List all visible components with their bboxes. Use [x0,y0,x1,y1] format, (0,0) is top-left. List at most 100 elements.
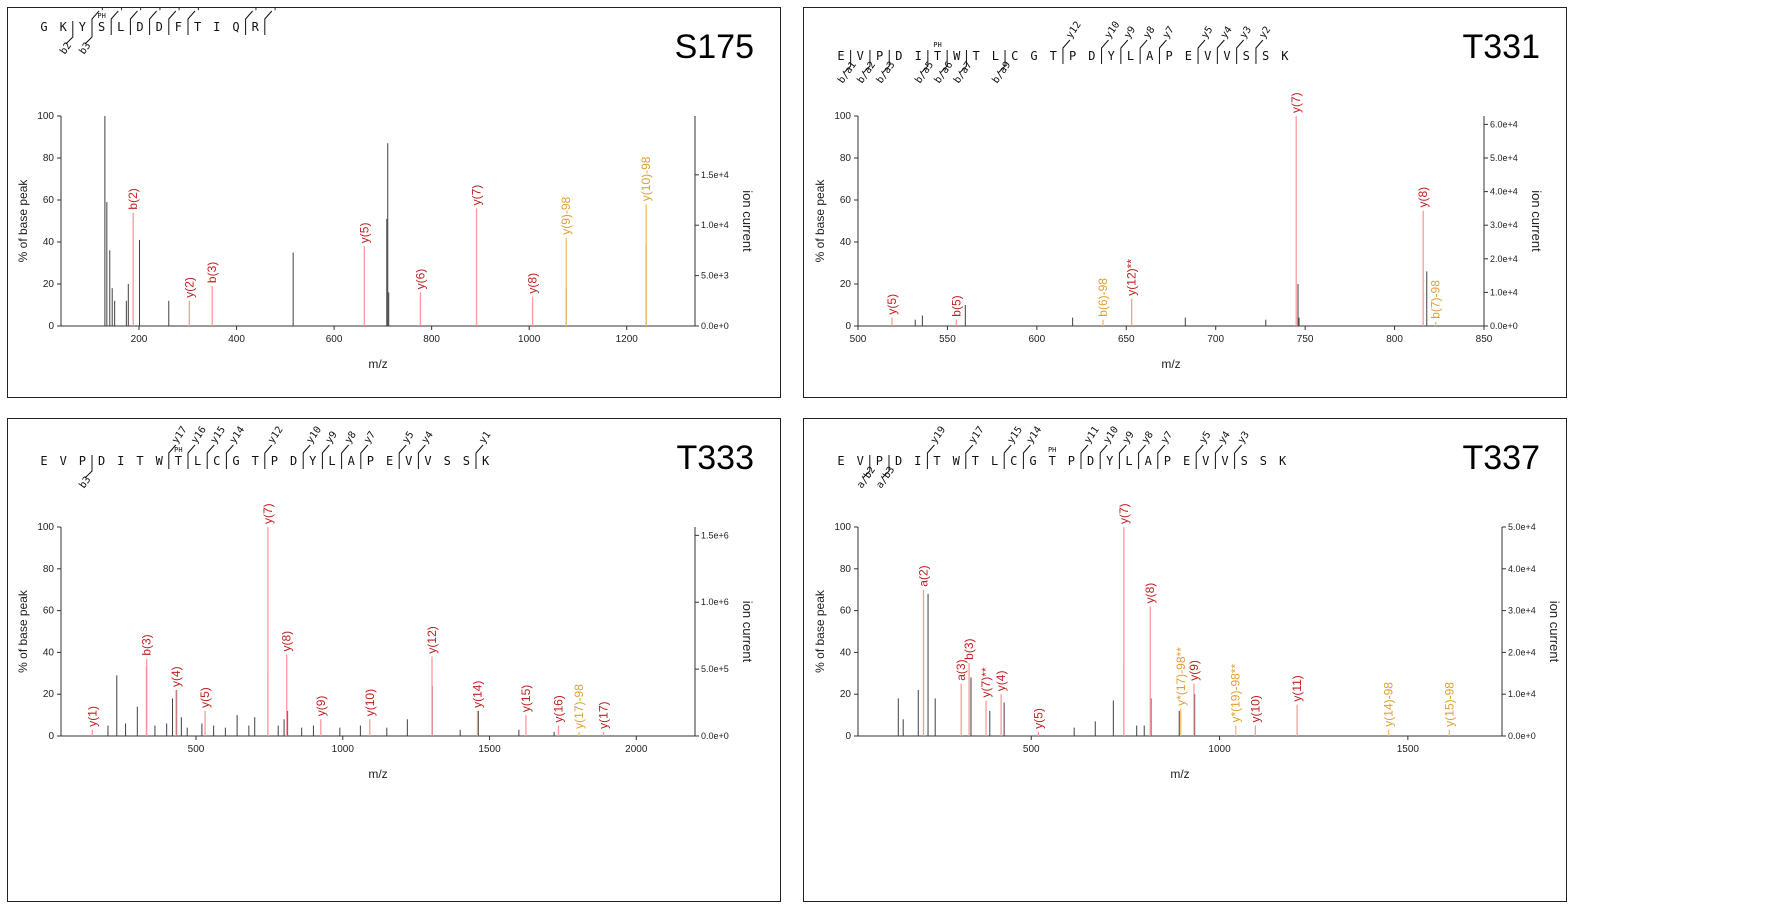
residue-label: T [934,49,941,63]
y-tick-label: 80 [43,153,55,164]
residue-label: D [895,49,902,63]
b-ion-bracket [939,50,948,74]
x-axis-label: m/z [1161,357,1180,371]
residue-label: T [252,454,259,468]
residue-label: E [837,454,844,468]
residue-label: I [915,49,922,63]
peaks: y(5) b(5) y(12)** y(7) y(8) b(6)-98 b(7)-98 [885,92,1443,326]
residue-label: G [40,20,47,34]
x-tick-label: 650 [1118,334,1135,345]
y-ion-label: y15 [1006,425,1025,446]
y-ion-label: y14 [1025,425,1044,446]
b-ion-bracket [843,50,852,74]
residue-label: P [1164,454,1171,468]
y-ion-bracket [168,10,177,35]
y-axis-label: % of base peak [813,179,827,263]
residue-label: V [424,454,431,468]
peak-label: y(7) [1117,503,1131,524]
y-ion-bracket [1139,39,1148,64]
y-ion-bracket [187,444,196,469]
peak-label: y(7)** [979,667,993,697]
x-tick-label: 800 [423,334,440,345]
x-tick-label: 550 [939,334,956,345]
axes: 0 20 40 60 80 100 500 550 600 650 700 750 800 850 0.0e… [813,111,1544,371]
right-tick-label: 1.0e+4 [1490,287,1518,297]
residue-label: G [1029,454,1036,468]
spectrum-panel-t333: T333 E V P D I T W T L C G T P D Y L A P E V V S S K PH y17 y16 y15… [7,418,781,902]
y-ion-label: y3 [1238,25,1254,41]
residue-label: L [992,49,999,63]
peak-label: y(10) [363,689,377,716]
y-ion-bracket [1214,444,1223,469]
y-ion-bracket [1062,39,1071,64]
x-tick-label: 700 [1207,334,1224,345]
y-ion-label: y7 [151,8,167,12]
residue-label: V [1202,454,1209,468]
residue-label: L [1127,49,1134,63]
b-ion-bracket [84,455,93,479]
y-ion-label: y11 [1082,425,1101,446]
residue-label: T [972,49,979,63]
y-ion-label: y17 [170,425,189,446]
y-ion-label: y9 [324,430,340,446]
y-tick-label: 80 [840,564,852,575]
b-ion-label: b/a1 [836,60,859,86]
residue-label: S [98,20,105,34]
phospho-mark: PH [933,41,941,49]
y-ion-label: y7 [1161,25,1177,41]
y-ion-bracket [360,444,369,469]
right-tick-label: 4.0e+4 [1508,564,1536,574]
residue-label: S [463,454,470,468]
y-ion-label: y16 [189,425,208,446]
peak-label: y(5) [1031,708,1045,729]
residue-label: L [1125,454,1132,468]
residue-label: I [213,20,220,34]
peak-label: y(5) [198,687,212,708]
panel-title: T333 [676,439,755,477]
y-tick-label: 20 [840,689,852,700]
residue-label: I [914,454,921,468]
y-ion-bracket [1197,39,1206,64]
residue-label: A [1145,454,1153,468]
x-tick-label: 200 [131,334,148,345]
peak-label: y(6) [413,269,427,290]
y-ion-bracket [302,444,311,469]
y-ion-bracket [206,444,215,469]
x-tick-label: 500 [850,334,867,345]
residue-label: L [194,454,201,468]
residue-label: D [98,454,105,468]
residue-label: K [1281,49,1289,63]
residue-label: E [1183,454,1190,468]
residue-label: T [136,454,143,468]
y-ion-bracket [1118,444,1127,469]
y-ion-bracket [321,444,330,469]
y-ion-bracket [398,444,407,469]
peak-label: y(5) [357,223,371,244]
y-tick-label: 100 [834,522,851,533]
residue-label: E [837,49,844,63]
residue-label: W [156,454,164,468]
right-tick-label: 5.0e+3 [701,271,729,281]
y-axis-label-right: ion current [740,601,755,663]
b-ion-bracket [881,50,890,74]
spectrum-panel-s175: S175 GKYSLDDFTIQRPHy10y9y8y7y6y5y2y1b2b3… [7,7,781,398]
residue-label: I [117,454,124,468]
y-tick-label: 0 [48,321,54,332]
x-tick-label: 850 [1476,334,1493,345]
b-ion-bracket [881,455,890,479]
y-ion-label: y3 [1236,430,1252,446]
y-ion-label: y10 [305,425,324,446]
x-tick-label: 500 [1023,744,1040,755]
right-tick-label: 5.0e+4 [1490,153,1518,163]
right-tick-label: 1.0e+6 [701,597,729,607]
y-tick-label: 100 [37,522,54,533]
y-ion-label: y8 [1142,25,1158,41]
peak-label: y(11) [1290,675,1304,701]
x-tick-label: 600 [1029,334,1046,345]
right-tick-label: 4.0e+4 [1490,187,1518,197]
y-axis-label-right: ion current [1529,190,1544,252]
y-ion-label: y10 [93,8,112,12]
residue-label: D [895,454,902,468]
residue-label: C [213,454,220,468]
residue-label: Y [1108,49,1116,63]
